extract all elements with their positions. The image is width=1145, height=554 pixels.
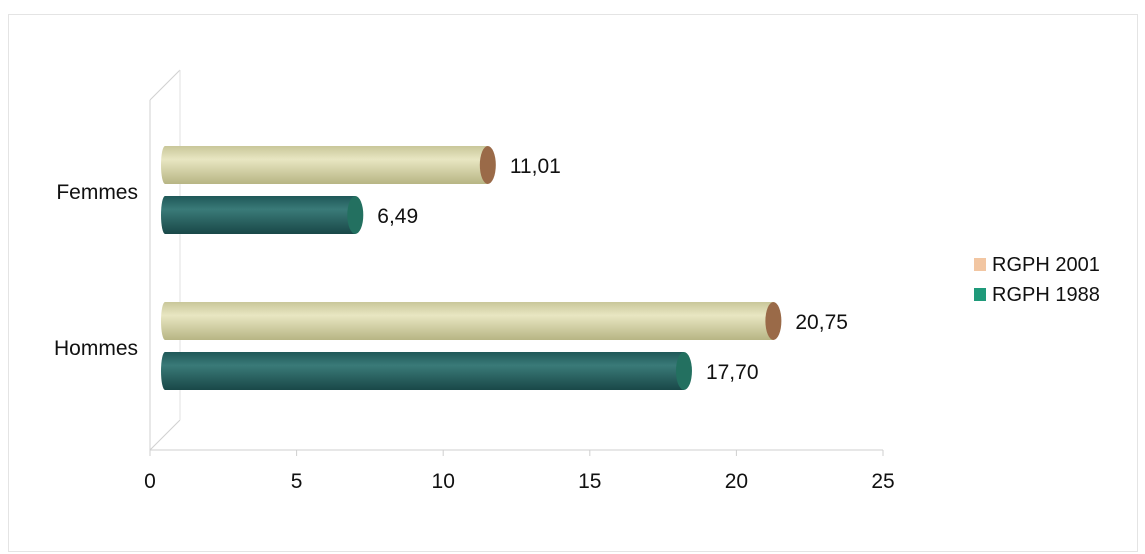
bar-end-cap [765,302,782,340]
data-label: 17,70 [706,361,759,384]
bar [165,302,774,340]
x-tick-label: 5 [291,470,303,493]
x-tick-label: 0 [144,470,156,493]
bar [165,352,684,390]
bar-start-cap [161,302,169,340]
category-label: Femmes [56,181,138,204]
legend-label: RGPH 2001 [992,254,1100,276]
category-label: Hommes [54,337,138,360]
bar [165,196,356,234]
bar-end-cap [347,196,364,234]
bar-end-cap [675,352,692,390]
bar-end-cap [479,146,496,184]
data-label: 20,75 [795,311,848,334]
data-label: 6,49 [377,205,418,228]
wall-top-edge [149,69,181,101]
x-tick-label: 20 [725,470,748,493]
data-label: 11,01 [510,155,561,178]
legend-swatch [974,288,986,301]
bar [165,146,488,184]
legend-label: RGPH 1988 [992,284,1100,306]
x-tick-label: 15 [578,470,601,493]
x-tick-label: 25 [871,470,894,493]
bar-start-cap [161,352,169,390]
chart-frame [8,14,1138,552]
bar-start-cap [161,146,169,184]
bar-start-cap [161,196,169,234]
floor-edge [149,419,181,451]
x-tick-label: 10 [432,470,455,493]
legend-swatch [974,258,986,271]
